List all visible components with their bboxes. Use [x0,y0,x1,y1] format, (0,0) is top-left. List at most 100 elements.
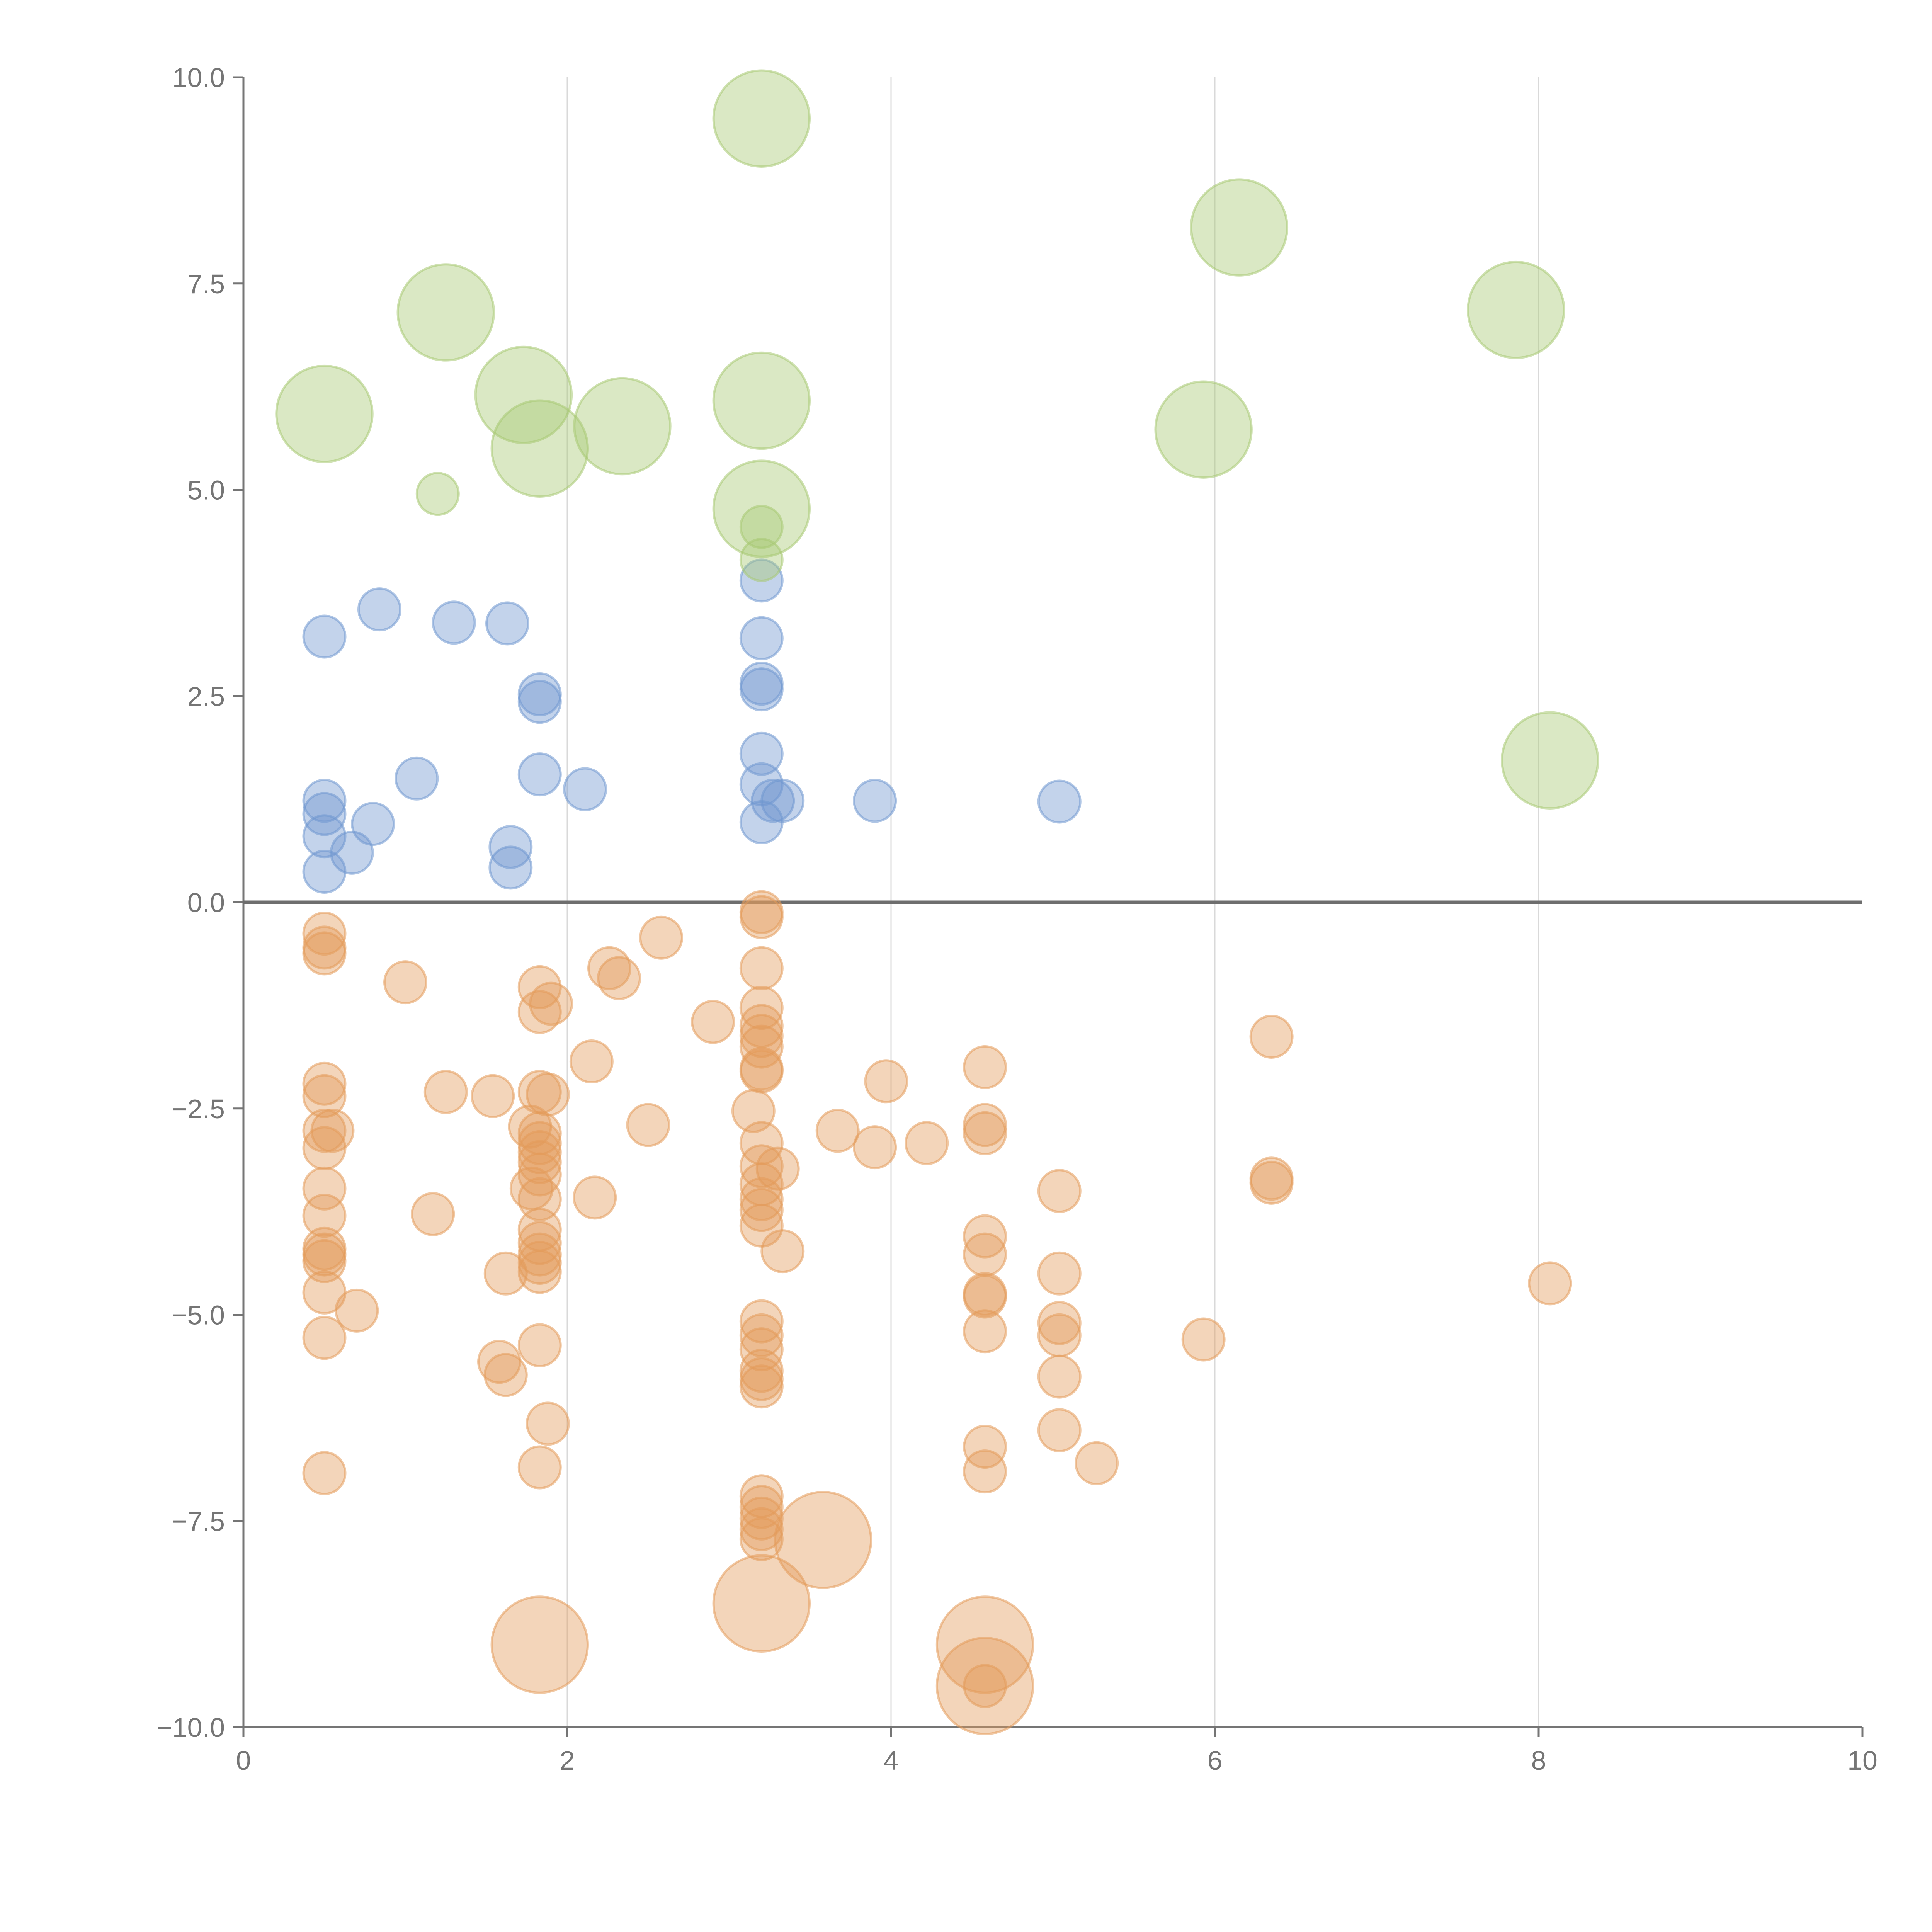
y-tick-label: −10.0 [156,1713,225,1743]
negative-point [739,1507,784,1551]
negative-point [963,1045,1007,1089]
negative-point [569,1039,614,1084]
negative-point [963,1425,1007,1469]
positive-point [739,800,784,844]
negative-point [739,895,784,939]
negative-point [1249,1160,1294,1205]
y-tick-label: 2.5 [187,681,225,711]
negative-point [739,1049,784,1094]
highlight-large-point [1501,711,1599,810]
highlight-large-point [1154,380,1253,479]
negative-point [1037,1251,1082,1296]
negative-point [963,1309,1007,1354]
negative-point [760,1229,805,1274]
axis-layer [233,76,1864,1737]
negative-point [1037,1354,1082,1399]
negative-point [483,1353,528,1397]
negative-point [483,1251,528,1296]
negative-point [597,956,641,1000]
negative-point [626,1103,670,1147]
positive-point [302,814,347,859]
negative-point [963,1274,1007,1319]
highlight-large-point [1190,178,1289,277]
positive-point [302,614,347,659]
negative-point [815,1109,860,1153]
highlight-large-point [396,263,495,362]
positive-point [395,756,439,801]
positive-point [1037,779,1082,824]
negative-point [477,1340,522,1384]
negative-point [302,1316,347,1360]
positive-point [739,616,784,660]
negative-large-point [935,1637,1034,1735]
negative-point [302,1239,347,1283]
highlight-large-point [712,351,811,450]
negative-point [517,1140,562,1184]
negative-point [739,1024,784,1069]
highlight-small-point [415,472,460,516]
positive-point [488,845,533,890]
x-tick-label: 4 [884,1745,899,1776]
y-tick-label: 5.0 [187,475,225,505]
positive-point [739,731,784,776]
negative-point [1037,1313,1082,1357]
negative-point [691,1000,735,1044]
positive-point [751,779,795,823]
negative-large-point [490,1595,589,1694]
negative-point [517,1130,562,1174]
negative-point [739,1313,784,1357]
negative-point [302,931,347,976]
negative-point [1528,1261,1572,1306]
negative-point [1037,1169,1082,1213]
positive-point [517,752,562,797]
positive-point [302,792,347,836]
highlight-large-point [1467,260,1565,359]
tick-label-layer: 0 2 4 6 8 10 10.0 7.5 5.0 2.5 0.0 −2.5 −5.0 −7.5 −10.0 [156,63,1878,1776]
y-tick-label: 10.0 [172,63,225,93]
negative-large-point [774,1491,872,1589]
positive-point [739,667,784,712]
negative-point [302,1061,347,1106]
positive-point [563,767,607,811]
negative-point [639,915,684,960]
negative-point [963,1232,1007,1277]
negative-point [739,946,784,990]
negative-point [739,1485,784,1529]
highlight-large-point [474,345,573,444]
negative-point [963,1449,1007,1494]
positive-point [485,601,529,646]
negative-point [1037,1408,1082,1452]
negative-point [1075,1441,1119,1485]
point-layer [275,69,1599,1735]
positive-point [302,779,347,823]
y-tick-label: −2.5 [172,1094,225,1124]
negative-point [963,1214,1007,1259]
negative-point [739,1177,784,1221]
negative-point [526,1401,570,1446]
positive-point [351,802,395,846]
negative-point [739,1144,784,1189]
positive-point [357,587,401,632]
highlight-small-point [739,537,784,582]
positive-point [517,680,562,724]
negative-point [1249,1015,1294,1059]
x-tick-label: 6 [1208,1745,1223,1776]
negative-point [517,1152,562,1197]
x-tick-label: 2 [560,1745,575,1776]
negative-point [1037,1301,1082,1345]
negative-point [302,1074,347,1118]
negative-large-point [935,1595,1034,1694]
negative-point [411,1192,455,1236]
negative-point [517,1240,562,1285]
negative-point [471,1074,515,1118]
negative-point [517,990,562,1034]
negative-point [383,960,427,1005]
highlight-large-point [573,377,672,476]
negative-point [1181,1317,1226,1362]
positive-point [853,779,897,823]
x-tick-label: 10 [1847,1745,1878,1776]
negative-point [517,1323,562,1367]
highlight-large-point [712,459,811,558]
highlight-large-point [275,364,374,463]
